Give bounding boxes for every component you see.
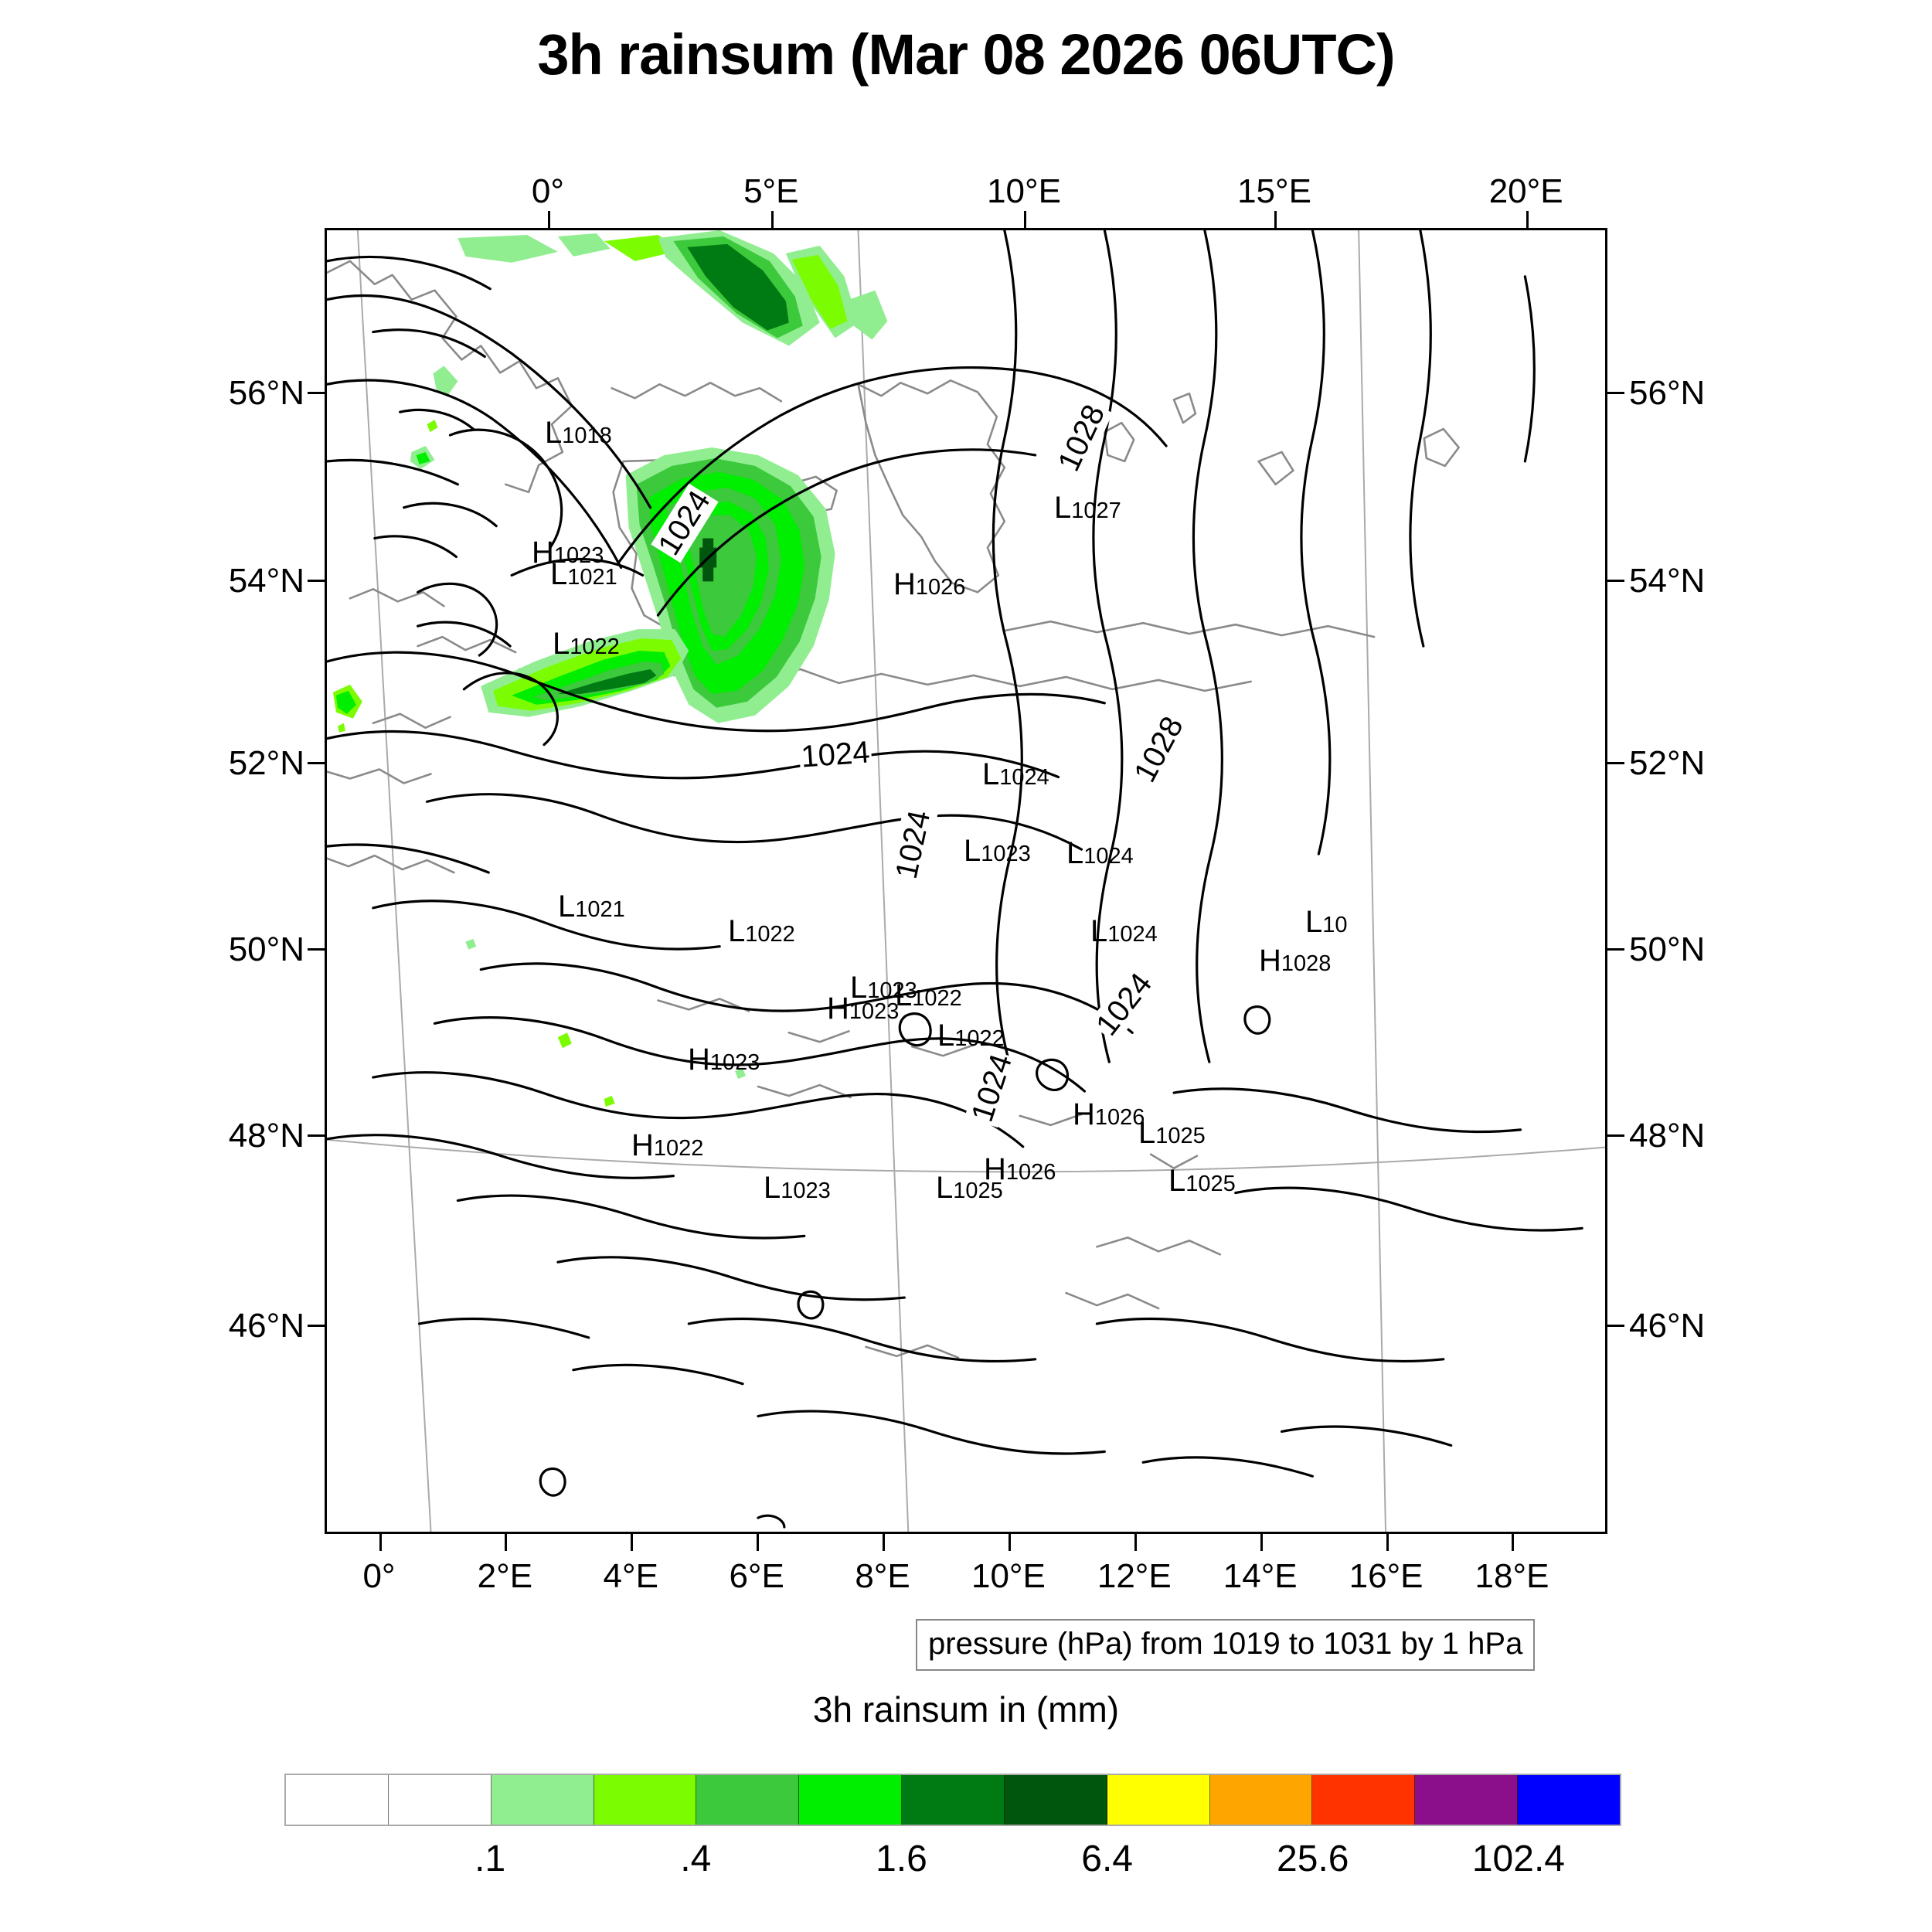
left-tick-mark (308, 761, 325, 764)
coastlines (327, 260, 1460, 1359)
top-tick-label: 0° (531, 172, 564, 210)
colorbar-cell[interactable] (799, 1775, 903, 1825)
bottom-tick-mark (1260, 1534, 1263, 1551)
colorbar-cell[interactable] (594, 1775, 697, 1825)
weather-map[interactable] (325, 228, 1607, 1534)
left-tick-mark (308, 948, 325, 951)
right-tick-mark (1607, 1325, 1624, 1328)
top-tick-mark (547, 211, 550, 228)
page-title: 3h rainsum (Mar 08 2026 06UTC) (537, 22, 1395, 87)
colorbar-tick-label: 102.4 (1471, 1838, 1565, 1879)
bottom-tick-mark (505, 1534, 508, 1551)
right-tick-label: 52°N (1629, 743, 1706, 782)
colorbar-cell[interactable] (286, 1775, 389, 1825)
left-tick-label: 54°N (228, 562, 304, 600)
bottom-tick-label: 6°E (729, 1557, 784, 1595)
bottom-tick-mark (379, 1534, 382, 1551)
top-tick-label: 20°E (1488, 172, 1563, 210)
bottom-tick-label: 12°E (1097, 1557, 1172, 1595)
bottom-tick-label: 4°E (603, 1557, 658, 1595)
right-tick-mark (1607, 948, 1624, 951)
top-tick-label: 10°E (987, 172, 1061, 210)
colorbar-cell[interactable] (902, 1775, 1005, 1825)
colorbar-cell[interactable] (1312, 1775, 1416, 1825)
bottom-tick-mark (757, 1534, 760, 1551)
right-tick-label: 50°N (1629, 930, 1706, 969)
top-tick-mark (1526, 211, 1529, 228)
colorbar-tick-label: 6.4 (1081, 1838, 1133, 1879)
right-tick-label: 46°N (1629, 1307, 1706, 1345)
colorbar-tick-label: 25.6 (1277, 1838, 1349, 1879)
map-canvas (327, 230, 1605, 1532)
right-tick-mark (1607, 761, 1624, 764)
left-tick-mark (308, 391, 325, 394)
colorbar-cell[interactable] (1518, 1775, 1620, 1825)
colorbar-cell[interactable] (491, 1775, 594, 1825)
colorbar-tick-label: .1 (474, 1838, 506, 1879)
right-tick-label: 48°N (1629, 1116, 1706, 1155)
colorbar-tick-labels: .1 .4 1.6 6.4 25.6 102.4 (284, 1838, 1621, 1884)
top-tick-mark (770, 211, 774, 228)
top-tick-mark (1024, 211, 1027, 228)
colorbar-cell[interactable] (1107, 1775, 1210, 1825)
colorbar-cell[interactable] (1004, 1775, 1107, 1825)
bottom-tick-label: 14°E (1223, 1557, 1298, 1595)
left-tick-mark (308, 580, 325, 582)
colorbar-tick-label: .4 (680, 1838, 712, 1879)
colorbar[interactable] (284, 1774, 1621, 1826)
graticule (327, 230, 1605, 1532)
top-tick-mark (1274, 211, 1277, 228)
colorbar-cell[interactable] (1415, 1775, 1519, 1825)
bottom-tick-mark (883, 1534, 886, 1551)
isobar-contours (327, 230, 1583, 1529)
left-tick-mark (308, 1134, 325, 1137)
bottom-tick-label: 8°E (855, 1557, 910, 1595)
pressure-caption: pressure (hPa) from 1019 to 1031 by 1 hP… (916, 1619, 1536, 1671)
top-tick-label: 5°E (743, 172, 799, 210)
bottom-tick-label: 18°E (1475, 1557, 1549, 1595)
bottom-tick-mark (1386, 1534, 1389, 1551)
left-tick-label: 50°N (228, 930, 304, 969)
bottom-tick-mark (631, 1534, 634, 1551)
bottom-tick-label: 0° (362, 1557, 396, 1595)
left-tick-label: 56°N (228, 373, 304, 412)
right-tick-label: 56°N (1629, 373, 1706, 412)
bottom-tick-mark (1008, 1534, 1011, 1551)
colorbar-tick-label: 1.6 (876, 1838, 927, 1879)
right-tick-label: 54°N (1629, 562, 1706, 600)
right-tick-mark (1607, 1134, 1624, 1137)
bottom-tick-mark (1134, 1534, 1137, 1551)
left-tick-label: 46°N (228, 1307, 304, 1345)
left-tick-label: 48°N (228, 1116, 304, 1155)
colorbar-title: 3h rainsum in (mm) (812, 1689, 1120, 1730)
precipitation-shading (332, 230, 888, 1107)
bottom-tick-mark (1512, 1534, 1515, 1551)
top-tick-label: 15°E (1237, 172, 1311, 210)
colorbar-cell[interactable] (388, 1775, 492, 1825)
bottom-tick-label: 2°E (477, 1557, 533, 1595)
left-tick-label: 52°N (228, 743, 304, 782)
colorbar-cell[interactable] (1209, 1775, 1313, 1825)
bottom-tick-label: 16°E (1349, 1557, 1423, 1595)
colorbar-cell[interactable] (696, 1775, 800, 1825)
right-tick-mark (1607, 580, 1624, 582)
right-tick-mark (1607, 391, 1624, 394)
bottom-tick-label: 10°E (971, 1557, 1046, 1595)
left-tick-mark (308, 1325, 325, 1328)
